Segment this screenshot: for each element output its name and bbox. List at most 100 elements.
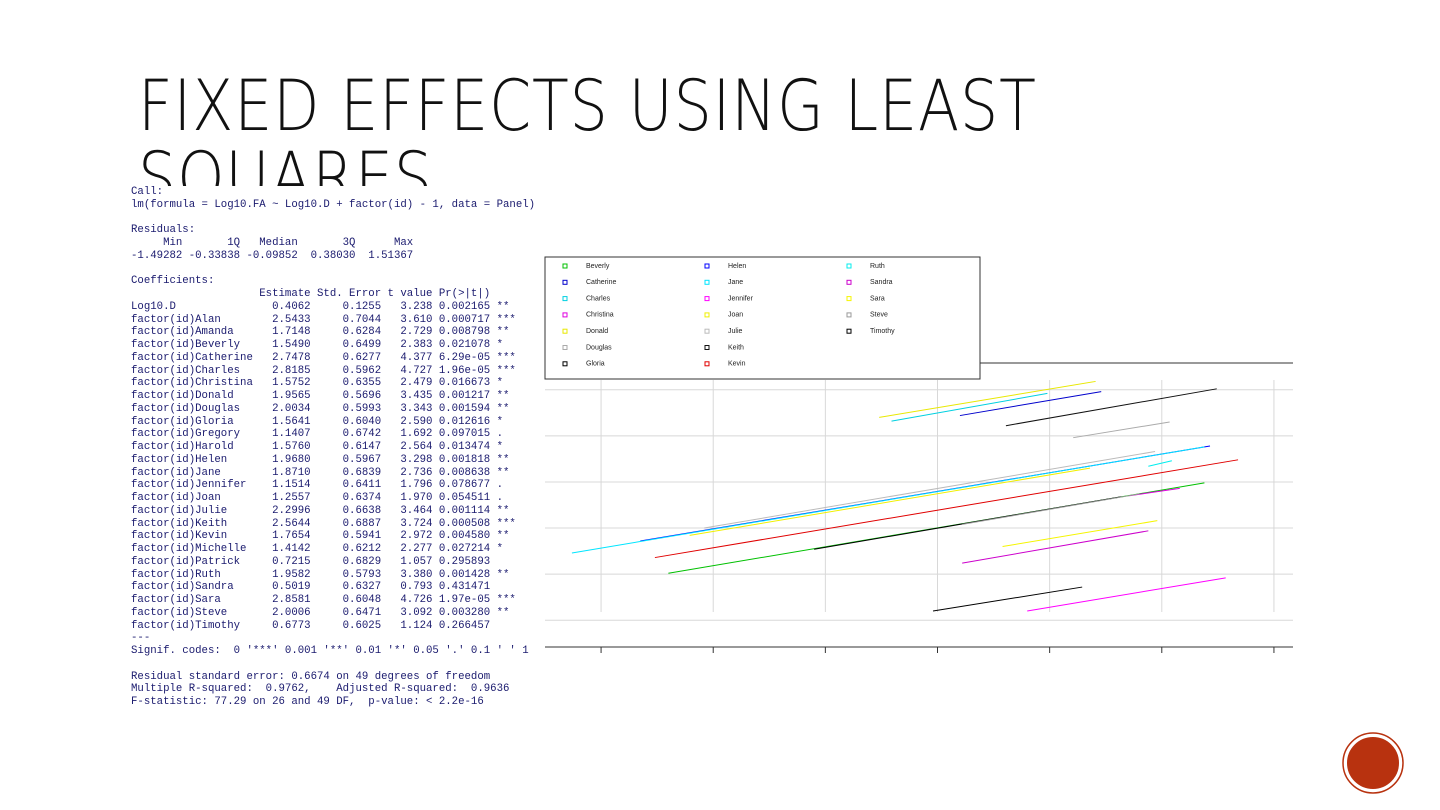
legend-marker — [704, 279, 710, 285]
series-line — [962, 493, 1140, 525]
output-block: Coefficients: Estimate Std. Error t valu… — [131, 275, 541, 658]
output-line: -1.49282 -0.33838 -0.09852 0.38030 1.513… — [131, 249, 414, 262]
legend-marker — [562, 361, 568, 367]
output-line: Residuals: — [131, 224, 196, 237]
series-line — [704, 451, 1156, 529]
output-line: Min 1Q Median 3Q Max — [131, 237, 414, 249]
legend-marker — [562, 296, 568, 302]
series-line — [962, 530, 1149, 564]
legend-marker — [562, 263, 568, 269]
legend-marker — [846, 312, 852, 318]
output-line: factor(id)Helen 1.9680 0.5967 3.298 0.00… — [131, 453, 516, 466]
series-line — [959, 391, 1102, 417]
legend-label: Helen — [728, 263, 746, 270]
legend-label: Beverly — [586, 263, 610, 270]
series-line — [891, 392, 1048, 422]
r-output: Call: lm(formula = Log10.FA ~ Log10.D + f… — [131, 186, 541, 722]
legend-marker — [562, 345, 568, 350]
output-line: F-statistic: 77.29 on 26 and 49 DF, p-va… — [131, 696, 484, 708]
output-line: Coefficients: — [131, 275, 215, 288]
legend-marker — [704, 328, 710, 334]
legend-label: Keith — [728, 344, 744, 351]
legend-label: Catherine — [586, 279, 616, 286]
output-line: Call: — [131, 186, 164, 198]
legend-label: Jane — [728, 279, 743, 286]
output-line: factor(id)Sandra 0.5019 0.6327 0.793 0.4… — [131, 581, 516, 594]
output-line: factor(id)Amanda 1.7148 0.6284 2.729 0.0… — [131, 326, 516, 339]
output-line: Signif. codes: 0 '***' 0.001 '**' 0.01 '… — [131, 645, 529, 657]
legend-label: Ruth — [870, 263, 885, 270]
legend-label: Christina — [586, 312, 614, 319]
output-line: --- — [131, 632, 151, 645]
output-line: factor(id)Ruth 1.9582 0.5793 3.380 0.001… — [131, 568, 516, 581]
output-line: factor(id)Keith 2.5644 0.6887 3.724 0.00… — [131, 517, 516, 530]
output-line: factor(id)Gregory 1.1407 0.6742 1.692 0.… — [131, 428, 516, 441]
legend-label: Kevin — [728, 361, 746, 368]
output-line: factor(id)Julie 2.2996 0.6638 3.464 0.00… — [131, 504, 516, 517]
legend-box — [544, 256, 981, 380]
series-line — [1027, 577, 1226, 612]
legend-label: Joan — [728, 312, 743, 319]
legend-label: Steve — [870, 312, 888, 319]
legend-marker — [846, 296, 852, 302]
legend-label: Jennifer — [728, 295, 754, 302]
series-line — [879, 380, 1096, 418]
series-line — [1148, 460, 1172, 467]
output-line: factor(id)Kevin 1.7654 0.5941 2.972 0.00… — [131, 530, 516, 543]
output-line: factor(id)Timothy 0.6773 0.6025 1.124 0.… — [131, 619, 516, 632]
legend-marker — [704, 263, 710, 269]
legend-label: Douglas — [586, 344, 612, 351]
output-line: factor(id)Beverly 1.5490 0.6499 2.383 0.… — [131, 339, 516, 351]
output-line: factor(id)Jennifer 1.1514 0.6411 1.796 0… — [131, 479, 516, 492]
output-line: Residual standard error: 0.6674 on 49 de… — [131, 670, 491, 683]
output-block: Residuals: Min 1Q Median 3Q Max -1.49282 … — [131, 224, 541, 262]
output-line: factor(id)Catherine 2.7478 0.6277 4.377 … — [131, 351, 516, 364]
output-line: Multiple R-squared: 0.9762, Adjusted R-s… — [131, 683, 516, 696]
legend-label: Timothy — [870, 328, 895, 335]
legend-marker — [704, 312, 710, 318]
output-line: Estimate Std. Error t value Pr(>|t|) — [131, 288, 516, 300]
series-line — [654, 459, 1239, 559]
legend-marker — [846, 279, 852, 285]
legend-marker — [704, 361, 710, 367]
series-line — [689, 467, 1091, 536]
legend-label: Charles — [586, 295, 611, 302]
output-line: factor(id)Charles 2.8185 0.5962 4.727 1.… — [131, 364, 516, 377]
output-line: factor(id)Douglas 2.0034 0.5993 3.343 0.… — [131, 402, 516, 415]
output-line: factor(id)Patrick 0.7215 0.6829 1.057 0.… — [131, 555, 516, 568]
output-line: factor(id)Harold 1.5760 0.6147 2.564 0.0… — [131, 441, 516, 453]
output-line: factor(id)Donald 1.9565 0.5696 3.435 0.0… — [131, 390, 516, 402]
legend-marker — [562, 279, 568, 285]
series-line — [1073, 421, 1170, 439]
series-line — [1002, 520, 1158, 547]
legend-label: Gloria — [586, 361, 605, 368]
output-line: factor(id)Alan 2.5433 0.7044 3.610 0.000… — [131, 313, 516, 326]
legend-marker — [704, 345, 710, 350]
legend-label: Donald — [586, 328, 608, 335]
legend-label: Sara — [870, 295, 885, 302]
legend-marker — [704, 296, 710, 302]
legend-marker — [562, 328, 568, 334]
series-line — [1005, 388, 1217, 427]
legend-marker — [846, 328, 852, 334]
legend-marker — [846, 263, 852, 269]
output-line: factor(id)Sara 2.8581 0.6048 4.726 1.97e… — [131, 594, 516, 606]
output-block: Call: lm(formula = Log10.FA ~ Log10.D + f… — [131, 186, 541, 212]
output-line: Log10.D 0.4062 0.1255 3.238 0.002165 ** — [131, 300, 516, 313]
series-line — [571, 446, 1205, 554]
output-line: factor(id)Michelle 1.4142 0.6212 2.277 0… — [131, 543, 516, 555]
legend-label: Sandra — [870, 279, 893, 286]
output-line: factor(id)Joan 1.2557 0.6374 1.970 0.054… — [131, 492, 516, 504]
output-line: factor(id)Gloria 1.5641 0.6040 2.590 0.0… — [131, 415, 516, 428]
legend-marker — [562, 312, 568, 318]
output-block: Residual standard error: 0.6674 on 49 de… — [131, 671, 541, 709]
output-line: factor(id)Jane 1.8710 0.6839 2.736 0.008… — [131, 466, 516, 479]
output-line: factor(id)Steve 2.0006 0.6471 3.092 0.00… — [131, 606, 516, 619]
slide-badge-ring — [1342, 732, 1404, 794]
legend-label: Julie — [728, 328, 743, 335]
slide-badge — [1345, 735, 1401, 791]
series-line — [932, 586, 1083, 612]
output-line: lm(formula = Log10.FA ~ Log10.D + factor… — [131, 198, 536, 211]
output-line: factor(id)Christina 1.5752 0.6355 2.479 … — [131, 377, 516, 390]
